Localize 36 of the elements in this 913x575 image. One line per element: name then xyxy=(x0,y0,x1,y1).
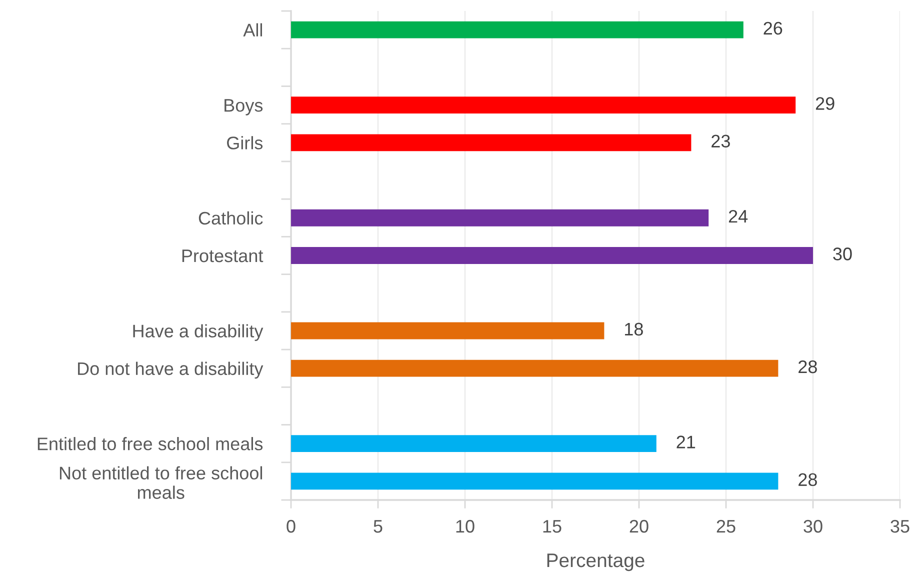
x-tick-label: 0 xyxy=(286,520,296,533)
x-tick-label: 30 xyxy=(804,520,822,533)
data-label: 28 xyxy=(798,360,817,374)
bar xyxy=(291,322,604,340)
y-tick-label: Entitled to free school meals xyxy=(38,437,263,450)
data-label: 30 xyxy=(833,248,852,260)
x-tick-label: 15 xyxy=(543,520,562,533)
x-tick-label: 35 xyxy=(890,520,910,533)
data-label: 29 xyxy=(816,97,834,110)
y-tick-label: Catholic xyxy=(198,211,263,225)
data-label: 18 xyxy=(625,322,643,336)
bar xyxy=(291,472,778,490)
bar xyxy=(291,21,744,38)
x-tick-label: 10 xyxy=(456,520,474,533)
y-tick-label: Do not have a disability xyxy=(78,362,264,379)
bar xyxy=(291,360,778,377)
x-tick-label: 20 xyxy=(630,520,648,533)
x-tick-label: 5 xyxy=(374,520,382,533)
y-tick-label: All xyxy=(243,23,262,36)
data-label: 21 xyxy=(676,436,696,448)
bar xyxy=(291,134,692,152)
bar xyxy=(291,96,796,114)
bar xyxy=(291,209,709,226)
y-tick-label: Not entitled to free school meals xyxy=(60,466,262,499)
bar xyxy=(291,435,656,452)
y-tick-label: Girls xyxy=(227,136,263,150)
data-label: 23 xyxy=(712,134,730,148)
data-label: 26 xyxy=(764,22,782,35)
data-label: 24 xyxy=(728,210,748,223)
y-tick-label: Boys xyxy=(224,99,263,116)
y-tick-label: Protestant xyxy=(182,250,264,262)
x-tick-label: 25 xyxy=(716,520,736,533)
y-tick-label: Have a disability xyxy=(133,324,264,342)
x-axis-title: Percentage xyxy=(547,554,644,572)
data-label: 28 xyxy=(798,473,817,486)
bar xyxy=(291,247,813,264)
